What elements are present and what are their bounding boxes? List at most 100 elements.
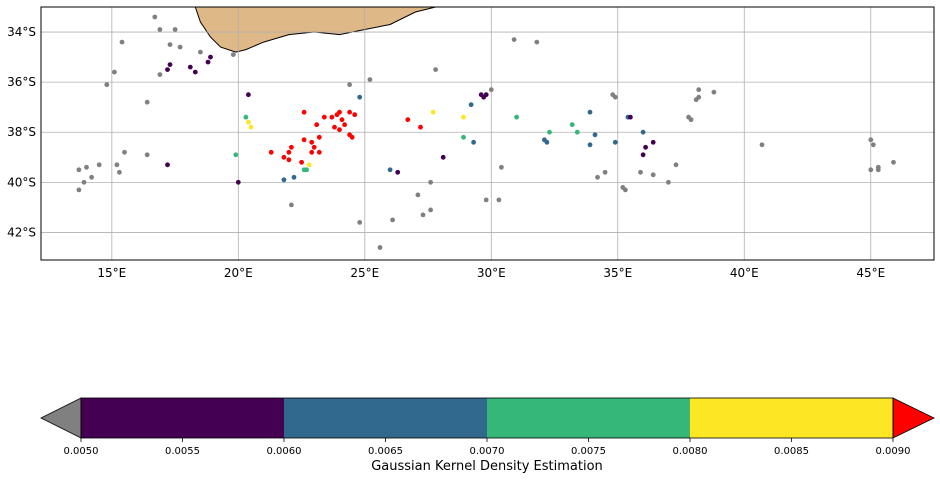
x-tick-label: 35°E xyxy=(603,266,632,280)
data-point-green xyxy=(233,152,239,158)
data-point-below xyxy=(122,149,127,155)
data-point-below xyxy=(623,187,628,193)
data-point-green xyxy=(574,129,580,135)
data-point-purple xyxy=(395,169,401,175)
data-point-above xyxy=(339,117,345,123)
colorbar-bin xyxy=(284,398,487,438)
x-tick-label: 15°E xyxy=(97,266,126,280)
data-point-above xyxy=(268,149,274,155)
data-point-purple xyxy=(640,152,646,158)
data-point-below xyxy=(696,87,702,93)
ocean-background xyxy=(41,7,934,260)
data-point-above xyxy=(342,122,347,128)
data-point-above xyxy=(337,109,342,115)
data-point-below xyxy=(76,187,82,193)
data-point-below xyxy=(875,167,881,173)
colorbar: 0.0050 0.0055 0.0060 0.0065 0.0070 0.0075 0.00… xyxy=(40,397,935,474)
y-tick-label: 42°S xyxy=(7,225,36,239)
map-frame xyxy=(40,6,935,261)
data-point-below xyxy=(119,39,125,45)
data-point-below xyxy=(870,142,876,148)
data-point-below xyxy=(390,217,395,223)
data-point-above xyxy=(347,109,352,115)
data-point-green xyxy=(547,129,552,135)
colorbar-tick-label: 0.0050 xyxy=(64,446,99,457)
data-point-below xyxy=(420,212,426,218)
data-point-below xyxy=(347,82,352,88)
y-tick-labels: 34°S 36°S 38°S 40°S 42°S xyxy=(7,25,36,239)
data-point-yellow xyxy=(246,119,251,125)
data-point-below xyxy=(638,169,643,175)
data-point-below xyxy=(711,89,717,95)
data-point-above xyxy=(352,112,358,118)
data-point-below xyxy=(117,169,122,175)
grid-layer xyxy=(41,7,934,260)
data-point-purple xyxy=(205,59,211,65)
data-point-below xyxy=(96,162,102,168)
data-point-below xyxy=(534,39,540,45)
data-point-below xyxy=(144,99,150,105)
y-tick-label: 40°S xyxy=(7,175,36,189)
data-point-purple xyxy=(167,62,173,67)
data-point-above xyxy=(281,154,287,160)
land-layer xyxy=(194,6,436,53)
colorbar-tick-label: 0.0070 xyxy=(470,446,505,457)
data-point-above xyxy=(332,124,337,130)
data-point-above xyxy=(286,157,292,163)
data-point-below xyxy=(428,179,433,185)
data-point-below xyxy=(177,44,183,50)
data-point-below xyxy=(891,159,896,165)
colorbar-bin xyxy=(690,398,893,438)
colorbar-tick-label: 0.0090 xyxy=(876,446,911,457)
colorbar-tick-label: 0.0065 xyxy=(368,446,403,457)
data-point-above xyxy=(299,159,304,165)
data-point-below xyxy=(688,117,694,123)
data-point-purple xyxy=(650,139,656,145)
data-point-purple xyxy=(643,144,648,150)
data-point-below xyxy=(357,220,363,225)
x-tick-label: 25°E xyxy=(350,266,379,280)
data-point-purple xyxy=(235,179,241,185)
y-tick-label: 38°S xyxy=(7,125,36,139)
data-point-below xyxy=(377,245,383,250)
data-point-below xyxy=(104,82,110,88)
data-point-blue xyxy=(471,139,476,145)
data-point-purple xyxy=(246,92,251,98)
data-point-below xyxy=(602,169,608,175)
data-point-below xyxy=(81,179,87,185)
data-point-above xyxy=(418,124,423,130)
data-point-above xyxy=(309,149,315,155)
y-tick-label: 34°S xyxy=(7,25,36,39)
data-point-below xyxy=(612,94,618,100)
data-point-below xyxy=(144,152,150,158)
data-point-below xyxy=(157,27,163,32)
data-point-below xyxy=(76,167,82,173)
data-point-above xyxy=(301,109,307,115)
x-tick-labels: 15°E 20°E 25°E 30°E 35°E 40°E 45°E xyxy=(97,266,885,280)
data-point-below xyxy=(868,167,874,173)
data-point-above xyxy=(289,144,294,150)
data-point-purple xyxy=(187,64,193,70)
data-point-below xyxy=(152,14,158,20)
data-point-blue xyxy=(468,102,474,108)
data-point-below xyxy=(367,77,373,82)
data-point-below xyxy=(868,137,874,143)
data-point-above xyxy=(337,127,342,133)
data-point-blue xyxy=(387,167,393,173)
data-point-below xyxy=(483,197,489,203)
data-point-blue xyxy=(291,174,297,180)
x-tick-label: 40°E xyxy=(730,266,759,280)
colorbar-tick-label: 0.0080 xyxy=(673,446,708,457)
data-point-below xyxy=(673,162,679,168)
data-point-above xyxy=(321,114,327,120)
data-point-purple xyxy=(165,67,170,72)
data-point-below xyxy=(89,174,94,180)
data-point-below xyxy=(650,172,656,178)
data-point-below xyxy=(112,69,117,75)
data-point-blue xyxy=(640,129,646,135)
colorbar-tick-label: 0.0060 xyxy=(267,446,302,457)
data-point-below xyxy=(696,94,702,100)
data-point-blue xyxy=(612,139,618,145)
data-point-below xyxy=(595,174,600,180)
colorbar-bin xyxy=(487,398,690,438)
